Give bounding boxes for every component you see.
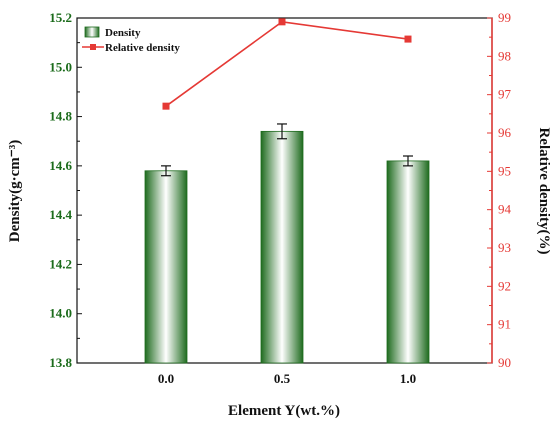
legend-bar-swatch [84, 26, 100, 38]
right-tick-label: 93 [498, 240, 511, 255]
left-tick-label: 15.0 [49, 59, 72, 74]
left-tick-label: 14.8 [49, 109, 72, 124]
x-axis-ticks: 0.0 0.5 1.0 [158, 358, 416, 386]
right-axis-ticks: 90 91 92 93 94 95 96 97 98 99 [487, 10, 512, 370]
left-tick-label: 14.6 [49, 158, 72, 173]
right-tick-label: 95 [498, 163, 511, 178]
left-tick-label: 14.2 [49, 256, 72, 271]
legend-line-label: Relative density [105, 42, 180, 54]
right-tick-label: 99 [498, 10, 511, 25]
right-tick-label: 98 [498, 48, 511, 63]
right-tick-label: 91 [498, 317, 511, 332]
x-tick-label: 1.0 [400, 371, 416, 386]
left-tick-label: 15.2 [49, 10, 72, 25]
line-group [162, 18, 412, 110]
density-bar [144, 170, 188, 364]
density-bar [386, 160, 430, 364]
left-axis-ticks: 13.8 14.0 14.2 14.4 14.6 14.8 15.0 15.2 [49, 10, 82, 370]
relative-density-point [162, 102, 170, 110]
left-axis-title: Density(g·cm⁻³) [7, 140, 23, 242]
right-tick-label: 97 [498, 87, 512, 102]
right-tick-label: 90 [498, 355, 511, 370]
legend: Density Relative density [82, 26, 180, 54]
legend-bar-label: Density [105, 27, 141, 39]
left-tick-label: 14.0 [49, 306, 72, 321]
relative-density-point [404, 35, 412, 43]
relative-density-line [165, 20, 409, 107]
left-tick-label: 13.8 [49, 355, 72, 370]
x-tick-label: 0.0 [158, 371, 174, 386]
x-tick-label: 0.5 [274, 371, 291, 386]
x-axis-title: Element Y(wt.%) [228, 403, 340, 419]
left-tick-label: 14.4 [49, 207, 72, 222]
right-tick-label: 94 [498, 202, 512, 217]
legend-line-marker [90, 44, 96, 50]
bars-group [144, 123, 430, 364]
right-tick-label: 96 [498, 125, 512, 140]
right-axis-title: Relative density(%) [536, 127, 550, 254]
right-tick-label: 92 [498, 278, 511, 293]
density-bar [260, 130, 304, 364]
relative-density-point [278, 18, 286, 26]
